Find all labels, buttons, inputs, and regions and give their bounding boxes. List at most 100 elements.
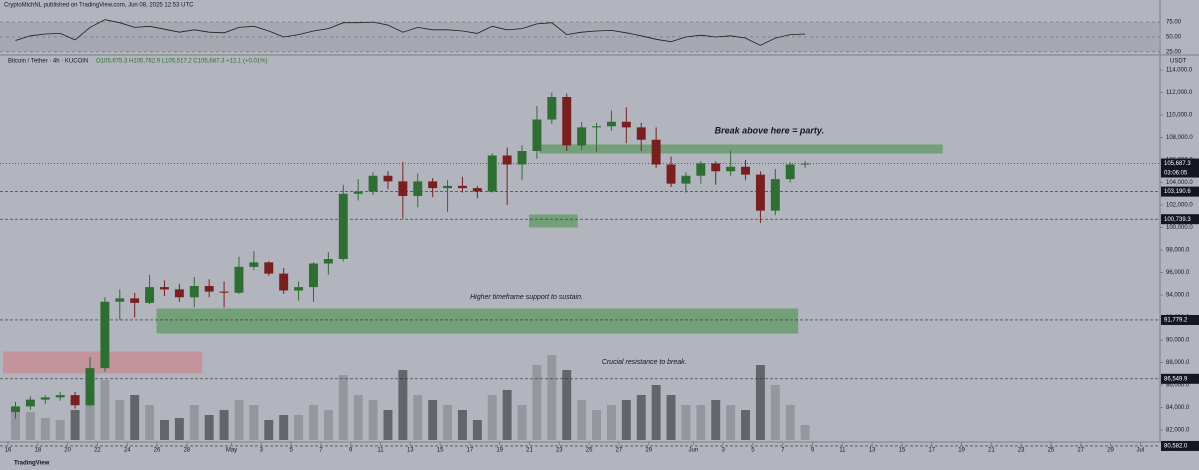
volume-bar: [621, 400, 631, 440]
candle-body: [234, 266, 244, 293]
volume-bar: [100, 380, 110, 440]
candle-body: [55, 395, 65, 398]
countdown-box: [1161, 168, 1199, 178]
volume-bar: [651, 385, 661, 440]
level-box: [1161, 373, 1199, 384]
x-tick-label: 23: [556, 448, 563, 454]
volume-bar: [189, 405, 199, 440]
candle-body: [294, 287, 304, 291]
y-tick-label: 96,000.0: [1166, 270, 1190, 276]
candle-body: [204, 286, 214, 292]
annotation: Higher timeframe support to sustain.: [470, 294, 583, 301]
x-tick-label: 18: [34, 448, 41, 454]
y-tick-label: 25.00: [1166, 49, 1182, 55]
volume-bar: [443, 405, 453, 440]
candle-body: [517, 151, 527, 165]
candle-body: [40, 397, 50, 400]
volume-bar: [383, 410, 393, 440]
candle-body: [741, 166, 750, 175]
y-tick-label: 102,000.0: [1166, 203, 1193, 209]
candle-body: [338, 193, 348, 260]
volume-bar: [85, 395, 95, 440]
x-tick-label: 27: [616, 448, 623, 454]
volume-bar: [726, 405, 736, 440]
candle-body: [711, 163, 721, 172]
level-box: [1161, 440, 1199, 451]
level-box: [1161, 186, 1199, 197]
volume-bar: [40, 418, 50, 440]
x-tick-label: 23: [1018, 448, 1025, 454]
candle-body: [502, 155, 512, 165]
volume-bar: [338, 375, 348, 440]
candle-body: [681, 175, 691, 184]
y-tick-label: 108,000.0: [1166, 135, 1193, 141]
x-tick-label: Jun: [689, 448, 699, 454]
volume-bar: [681, 405, 691, 440]
volume-bar: [800, 425, 810, 440]
annotation: Break above here = party.: [715, 125, 824, 135]
candle-body: [70, 395, 80, 406]
volume-bar: [234, 400, 244, 440]
x-tick-label: 5: [289, 448, 293, 454]
candle-body: [547, 97, 557, 120]
volume-bar: [219, 410, 229, 440]
y-tick-label: 86,000.0: [1166, 383, 1190, 389]
candle-body: [770, 179, 780, 211]
candle-body: [398, 181, 408, 197]
candle-body: [443, 185, 453, 189]
y-tick-label: 84,000.0: [1166, 405, 1190, 411]
volume-bar: [323, 410, 333, 440]
candle-body: [130, 298, 140, 303]
volume-bar: [160, 420, 169, 440]
candle-body: [636, 127, 646, 140]
volume-bar: [606, 405, 616, 440]
countdown: 03:06:05: [1164, 171, 1188, 177]
candle-body: [577, 127, 587, 146]
x-tick-label: 3: [722, 448, 726, 454]
x-tick-label: 28: [183, 448, 190, 454]
volume-bar: [636, 395, 646, 440]
candle-body: [472, 188, 482, 192]
candle-body: [368, 175, 378, 192]
candle-body: [562, 97, 572, 146]
volume-bar: [398, 370, 408, 440]
volume-bar: [174, 418, 184, 440]
x-tick-label: 15: [899, 448, 906, 454]
x-tick-label: 24: [124, 448, 131, 454]
candle-body: [651, 139, 661, 165]
candle-body: [726, 166, 736, 172]
candle-body: [25, 399, 35, 407]
footer: TradingView: [14, 461, 50, 467]
candle-body: [189, 286, 199, 298]
candle-body: [592, 126, 602, 128]
volume-bar: [145, 405, 155, 440]
x-tick-label: 17: [928, 448, 935, 454]
candle-body: [413, 181, 423, 197]
candle-body: [85, 368, 95, 406]
x-tick-label: 3: [260, 448, 264, 454]
candle-body: [115, 298, 125, 302]
candle-body: [174, 289, 184, 298]
x-tick-label: 19: [496, 448, 503, 454]
zone: [156, 308, 799, 334]
volume-bar: [592, 410, 602, 440]
volume-bar: [204, 415, 214, 440]
candle-body: [308, 263, 318, 288]
zone: [528, 214, 578, 228]
zone: [539, 144, 943, 154]
volume-bar: [115, 400, 125, 440]
y-tick-label: 104,000.0: [1166, 180, 1193, 186]
y-tick-label: 114,000.0: [1166, 68, 1193, 74]
volume-bar: [353, 395, 363, 440]
volume-bar: [55, 420, 65, 440]
volume-bar: [11, 410, 20, 440]
volume-bar: [711, 400, 721, 440]
y-tick-label: 98,000.0: [1166, 248, 1190, 254]
volume-bar: [368, 400, 378, 440]
level-label: 86,549.9: [1164, 376, 1188, 382]
candle-body: [383, 175, 393, 182]
x-tick-label: 26: [154, 448, 161, 454]
y-tick-label: 82,000.0: [1166, 428, 1190, 434]
